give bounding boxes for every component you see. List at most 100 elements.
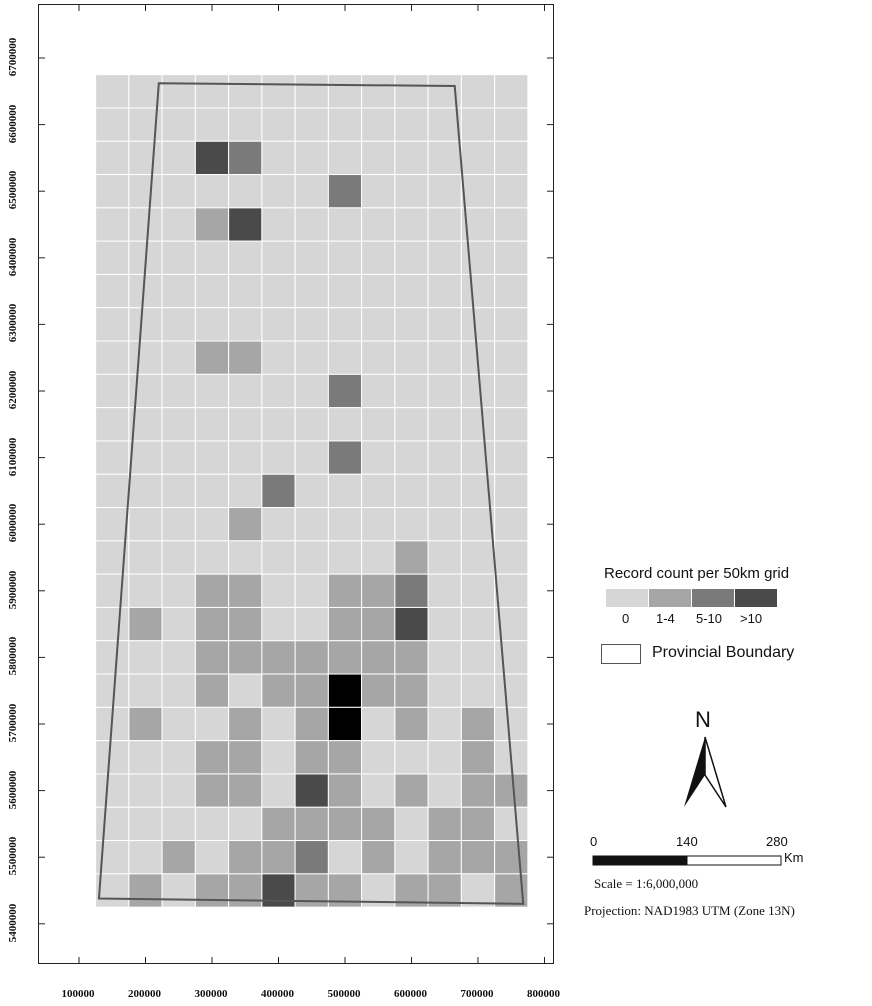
grid-cell bbox=[228, 407, 263, 442]
grid-cell bbox=[228, 74, 263, 109]
y-tick-label: 5900000 bbox=[7, 570, 19, 610]
y-tick-label: 6500000 bbox=[7, 170, 19, 210]
grid-cell bbox=[394, 706, 429, 742]
grid-cell bbox=[161, 706, 196, 742]
grid-cell bbox=[460, 174, 496, 209]
grid-cell bbox=[261, 207, 296, 242]
grid-cell bbox=[394, 307, 429, 342]
grid-cell bbox=[394, 207, 429, 242]
grid-cell bbox=[128, 340, 163, 375]
grid-cell bbox=[427, 640, 462, 675]
grid-cell bbox=[95, 140, 130, 176]
grid-cell bbox=[161, 174, 196, 209]
grid-cell bbox=[494, 840, 529, 875]
grid-cell bbox=[327, 240, 363, 275]
scale-ratio: Scale = 1:6,000,000 bbox=[594, 876, 699, 891]
grid-cell bbox=[294, 407, 329, 442]
grid-cell bbox=[394, 174, 429, 209]
grid-cell bbox=[494, 240, 529, 275]
grid-cell bbox=[327, 773, 363, 808]
grid-cell bbox=[228, 740, 263, 775]
grid-cell bbox=[460, 273, 496, 309]
grid-cell bbox=[95, 373, 130, 409]
grid-cell bbox=[261, 540, 296, 575]
grid-cell bbox=[394, 74, 429, 109]
grid-cell bbox=[228, 473, 263, 509]
grid-cell bbox=[460, 307, 496, 342]
grid-cell bbox=[261, 340, 296, 375]
grid-cell bbox=[327, 706, 363, 742]
grid-cell bbox=[394, 240, 429, 275]
grid-cell bbox=[194, 840, 230, 875]
grid-cell bbox=[460, 640, 496, 675]
grid-cell bbox=[128, 706, 163, 742]
grid-cell bbox=[194, 540, 230, 575]
grid-cell bbox=[394, 273, 429, 309]
grid-cell bbox=[294, 740, 329, 775]
grid-cell bbox=[261, 140, 296, 176]
grid-cell bbox=[228, 706, 263, 742]
grid-cell bbox=[361, 307, 396, 342]
grid-cell bbox=[161, 273, 196, 309]
grid-cell bbox=[327, 307, 363, 342]
y-tick-label: 6100000 bbox=[7, 437, 19, 476]
grid-cell bbox=[95, 573, 130, 608]
grid-cell bbox=[427, 373, 462, 409]
grid-cell bbox=[427, 473, 462, 509]
grid-cell bbox=[128, 307, 163, 342]
grid-cell bbox=[194, 740, 230, 775]
grid-cell bbox=[427, 273, 462, 309]
grid-cell bbox=[161, 373, 196, 409]
grid-cell bbox=[394, 840, 429, 875]
boundary-legend-box bbox=[601, 644, 641, 664]
grid-cell bbox=[327, 740, 363, 775]
grid-cell bbox=[361, 606, 396, 642]
grid-cell bbox=[394, 540, 429, 575]
grid-cell bbox=[261, 873, 296, 908]
grid-cell bbox=[427, 740, 462, 775]
grid-cell bbox=[361, 140, 396, 176]
grid-cell bbox=[161, 640, 196, 675]
grid-cell bbox=[161, 573, 196, 608]
grid-cell bbox=[394, 340, 429, 375]
y-tick-label: 6000000 bbox=[7, 503, 19, 543]
map-canvas bbox=[39, 5, 553, 963]
grid-cell bbox=[95, 107, 130, 142]
grid-cell bbox=[494, 74, 529, 109]
grid-cell bbox=[327, 540, 363, 575]
grid-cell bbox=[494, 273, 529, 309]
x-tick-label: 800000 bbox=[527, 988, 560, 1000]
grid-cell bbox=[327, 840, 363, 875]
grid-cell bbox=[128, 740, 163, 775]
grid-cell bbox=[161, 140, 196, 176]
grid-cell bbox=[427, 207, 462, 242]
grid-cell bbox=[161, 773, 196, 808]
grid-cell bbox=[494, 107, 529, 142]
grid-cell bbox=[361, 473, 396, 509]
legend-swatch-2 bbox=[692, 589, 734, 607]
grid-cell bbox=[261, 806, 296, 842]
grid-cell bbox=[327, 673, 363, 708]
grid-cell bbox=[228, 573, 263, 608]
grid-cell bbox=[460, 107, 496, 142]
grid-cell bbox=[494, 373, 529, 409]
grid-cell bbox=[161, 207, 196, 242]
grid-cell bbox=[294, 74, 329, 109]
grid-cell bbox=[327, 207, 363, 242]
grid-cell bbox=[294, 840, 329, 875]
grid-cell bbox=[128, 606, 163, 642]
grid-cell bbox=[494, 507, 529, 542]
grid-cell bbox=[95, 74, 130, 109]
grid-cell bbox=[494, 806, 529, 842]
grid-cell bbox=[494, 773, 529, 808]
grid-cell bbox=[128, 74, 163, 109]
grid-cell bbox=[327, 606, 363, 642]
grid-cell bbox=[327, 507, 363, 542]
grid-cell bbox=[427, 706, 462, 742]
north-letter: N bbox=[695, 707, 711, 732]
grid-cell bbox=[261, 673, 296, 708]
grid-cell bbox=[460, 573, 496, 608]
grid-cell bbox=[294, 174, 329, 209]
grid-cell bbox=[228, 507, 263, 542]
grid-cell bbox=[427, 140, 462, 176]
